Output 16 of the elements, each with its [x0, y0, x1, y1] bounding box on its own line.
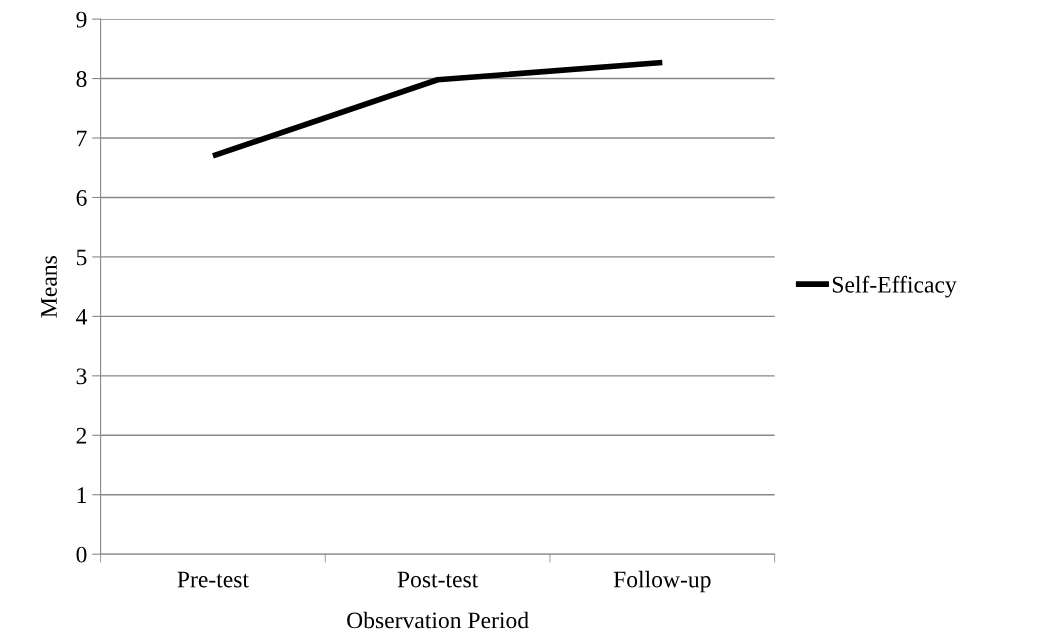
y-tick-label: 3 — [76, 368, 87, 385]
y-tick-label: 8 — [76, 71, 87, 87]
y-tick-label: 0 — [76, 546, 87, 563]
y-tick-label: 6 — [76, 190, 87, 206]
y-tick-label: 9 — [76, 11, 87, 28]
y-tick-label: 2 — [76, 427, 87, 444]
y-axis-title: Means — [41, 256, 57, 318]
y-tick-label: 1 — [77, 487, 86, 503]
x-tick-label: Post-test — [397, 571, 479, 588]
y-tick-label: 5 — [76, 249, 87, 266]
x-tick-label: Follow-up — [613, 570, 711, 593]
x-tick-label: Pre-test — [177, 571, 249, 588]
x-axis-title: Observation Period — [347, 611, 529, 629]
y-tick-label: 7 — [77, 130, 87, 147]
y-tick-label: 4 — [76, 309, 88, 325]
legend-label: Self-Efficacy — [832, 275, 957, 298]
